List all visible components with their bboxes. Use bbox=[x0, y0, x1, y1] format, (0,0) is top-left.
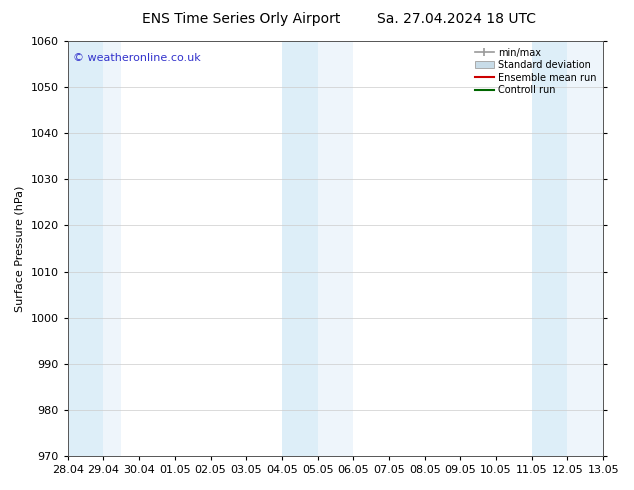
Bar bbox=[567, 41, 603, 456]
Text: ENS Time Series Orly Airport: ENS Time Series Orly Airport bbox=[142, 12, 340, 26]
Bar bbox=[103, 41, 121, 456]
Legend: min/max, Standard deviation, Ensemble mean run, Controll run: min/max, Standard deviation, Ensemble me… bbox=[470, 44, 600, 99]
Text: © weatheronline.co.uk: © weatheronline.co.uk bbox=[73, 53, 201, 64]
Y-axis label: Surface Pressure (hPa): Surface Pressure (hPa) bbox=[15, 185, 25, 312]
Bar bbox=[532, 41, 567, 456]
Bar bbox=[68, 41, 103, 456]
Bar bbox=[318, 41, 353, 456]
Text: Sa. 27.04.2024 18 UTC: Sa. 27.04.2024 18 UTC bbox=[377, 12, 536, 26]
Bar bbox=[282, 41, 318, 456]
